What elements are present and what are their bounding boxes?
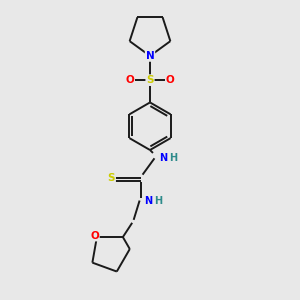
Text: N: N: [159, 153, 167, 163]
Text: O: O: [166, 75, 175, 85]
Text: S: S: [146, 75, 154, 85]
Text: N: N: [146, 51, 154, 61]
Text: H: H: [169, 153, 177, 163]
Text: H: H: [154, 196, 162, 206]
Text: O: O: [125, 75, 134, 85]
Text: N: N: [144, 196, 152, 206]
Text: S: S: [108, 173, 115, 183]
Text: O: O: [90, 231, 99, 241]
